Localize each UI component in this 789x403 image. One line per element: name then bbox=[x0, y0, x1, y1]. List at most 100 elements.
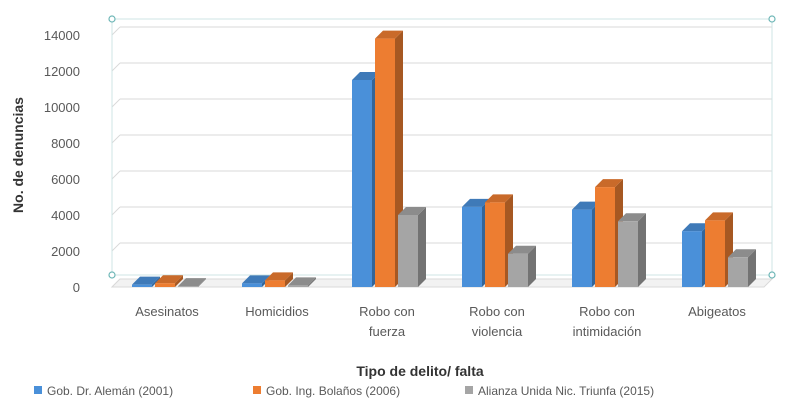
bar-front bbox=[242, 283, 262, 287]
selection-handle[interactable] bbox=[108, 271, 116, 279]
legend-label: Alianza Unida Nic. Triunfa (2015) bbox=[478, 384, 654, 398]
gridline-side bbox=[111, 62, 121, 72]
bar-front bbox=[462, 206, 482, 287]
legend-swatch bbox=[253, 386, 261, 394]
bar-side bbox=[638, 213, 646, 287]
selection-handle[interactable] bbox=[108, 15, 116, 23]
y-tick-label: 14000 bbox=[44, 28, 80, 43]
bar-front bbox=[485, 202, 505, 287]
x-tick-label: Robo con bbox=[469, 304, 525, 319]
selection-handle[interactable] bbox=[768, 271, 776, 279]
bar-top bbox=[508, 245, 536, 254]
x-tick-label: Asesinatos bbox=[135, 304, 199, 319]
bar bbox=[132, 276, 160, 287]
y-tick-label: 12000 bbox=[44, 64, 80, 79]
gridline-side bbox=[111, 26, 121, 36]
bar-front bbox=[265, 280, 285, 287]
x-tick-label: intimidación bbox=[573, 324, 642, 339]
plot-area-border bbox=[111, 18, 773, 276]
bar-front bbox=[682, 231, 702, 287]
bar-top bbox=[705, 212, 733, 221]
bar-top bbox=[178, 278, 206, 287]
selection-handle[interactable] bbox=[768, 15, 776, 23]
legend-label: Gob. Ing. Bolaños (2006) bbox=[266, 384, 400, 398]
bar bbox=[155, 275, 183, 287]
bar-side bbox=[285, 272, 293, 287]
bar-front bbox=[618, 221, 638, 287]
x-tick-label: fuerza bbox=[369, 324, 406, 339]
x-tick-label: Homicidios bbox=[245, 304, 309, 319]
y-tick-label: 10000 bbox=[44, 100, 80, 115]
grid-lines bbox=[111, 26, 772, 288]
bar bbox=[265, 272, 293, 287]
bar-front bbox=[595, 187, 615, 287]
y-tick-label: 6000 bbox=[51, 172, 80, 187]
legend-swatch bbox=[465, 386, 473, 394]
bar bbox=[178, 278, 206, 287]
gridline-side bbox=[111, 134, 121, 144]
x-tick-label: violencia bbox=[472, 324, 523, 339]
bar-front bbox=[705, 220, 725, 287]
bar-top bbox=[265, 272, 293, 281]
bar bbox=[728, 249, 756, 287]
bar-top bbox=[682, 223, 710, 232]
legend-label: Gob. Dr. Alemán (2001) bbox=[47, 384, 173, 398]
bar bbox=[288, 277, 316, 287]
bar-front bbox=[155, 283, 175, 287]
bar-side bbox=[308, 277, 316, 287]
bar-front bbox=[728, 257, 748, 287]
bar bbox=[398, 207, 426, 287]
bar-top bbox=[155, 275, 183, 284]
legend: Gob. Dr. Alemán (2001) Gob. Ing. Bolaños … bbox=[34, 384, 654, 398]
bars bbox=[132, 30, 756, 287]
y-tick-labels: 0 2000 4000 6000 8000 10000 12000 14000 bbox=[44, 28, 80, 295]
bar-top bbox=[132, 276, 160, 285]
legend-swatch bbox=[34, 386, 42, 394]
chart-floor bbox=[110, 278, 774, 288]
bar-front bbox=[375, 38, 395, 287]
x-tick-label: Abigeatos bbox=[688, 304, 746, 319]
y-tick-label: 8000 bbox=[51, 136, 80, 151]
bar-top bbox=[352, 72, 380, 80]
bar-top bbox=[375, 30, 403, 39]
gridline-side bbox=[111, 242, 121, 252]
bar-side bbox=[528, 245, 536, 287]
bar-top bbox=[618, 213, 646, 222]
bar-side bbox=[198, 278, 206, 287]
bar-top bbox=[242, 275, 270, 284]
x-axis-label: Tipo de delito/ falta bbox=[356, 363, 484, 379]
bar-front bbox=[398, 215, 418, 287]
bar-front bbox=[352, 80, 372, 287]
bar-top bbox=[288, 277, 316, 286]
bar-front bbox=[132, 284, 152, 287]
bar-side bbox=[418, 207, 426, 287]
plot-frame bbox=[108, 15, 776, 288]
y-axis-label: No. de denuncias bbox=[10, 97, 26, 213]
bar-front bbox=[508, 253, 528, 287]
bar-side bbox=[748, 249, 756, 287]
bar-top bbox=[485, 194, 513, 203]
x-tick-label: Robo con bbox=[579, 304, 635, 319]
y-tick-label: 4000 bbox=[51, 208, 80, 223]
bar bbox=[508, 245, 536, 287]
gridline-side bbox=[111, 206, 121, 216]
bar bbox=[618, 213, 646, 287]
bar-top bbox=[398, 207, 426, 215]
bar-top bbox=[572, 201, 600, 210]
bar-top bbox=[595, 179, 623, 188]
y-tick-label: 0 bbox=[73, 280, 80, 295]
bar-front bbox=[288, 285, 308, 287]
gridline-side bbox=[111, 170, 121, 180]
bar-front bbox=[178, 286, 198, 287]
bar-side bbox=[152, 276, 160, 287]
bar-top bbox=[728, 249, 756, 258]
x-tick-labels: Asesinatos Homicidios Robo con fuerza Robo c… bbox=[135, 304, 746, 339]
x-tick-label: Robo con bbox=[359, 304, 415, 319]
bar-front bbox=[572, 209, 592, 287]
bar-side bbox=[175, 275, 183, 287]
y-tick-label: 2000 bbox=[51, 244, 80, 259]
bar-top bbox=[462, 198, 490, 207]
gridline-side bbox=[111, 98, 121, 108]
